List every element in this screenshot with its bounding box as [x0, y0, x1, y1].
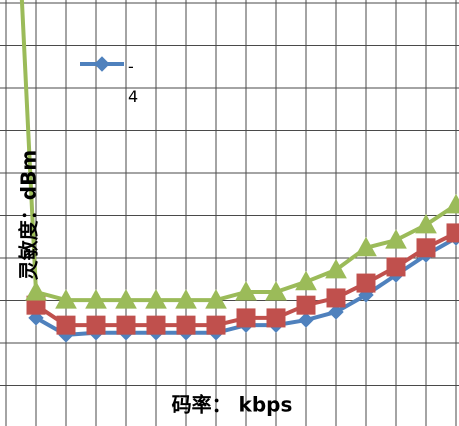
marker — [446, 223, 459, 243]
marker — [146, 315, 166, 335]
marker — [25, 280, 47, 301]
marker — [385, 229, 407, 249]
plot — [19, 0, 459, 343]
marker — [415, 213, 437, 234]
marker — [326, 288, 346, 308]
marker — [94, 56, 110, 72]
marker — [356, 273, 376, 293]
marker — [355, 236, 377, 257]
marker — [205, 289, 227, 309]
marker — [328, 304, 344, 320]
marker — [56, 315, 76, 335]
marker — [115, 289, 137, 309]
marker — [325, 258, 347, 279]
marker — [298, 312, 314, 328]
marker — [235, 280, 257, 301]
marker — [145, 289, 167, 309]
marker — [116, 315, 136, 335]
x-axis-label: 码率： kbps — [172, 393, 293, 417]
marker — [55, 289, 77, 309]
y-axis-label: 灵敏度：dBm — [17, 150, 41, 280]
marker — [176, 315, 196, 335]
marker — [86, 315, 106, 335]
marker — [206, 315, 226, 335]
marker — [445, 193, 459, 214]
marker — [175, 289, 197, 309]
marker — [266, 308, 286, 328]
series-line — [19, 0, 458, 303]
marker — [85, 289, 107, 309]
marker — [386, 257, 406, 277]
marker — [296, 295, 316, 315]
legend-label: -4 — [128, 57, 139, 106]
marker — [236, 308, 256, 328]
marker — [265, 280, 287, 301]
marker — [295, 270, 317, 291]
legend — [80, 56, 124, 72]
marker — [416, 238, 436, 258]
